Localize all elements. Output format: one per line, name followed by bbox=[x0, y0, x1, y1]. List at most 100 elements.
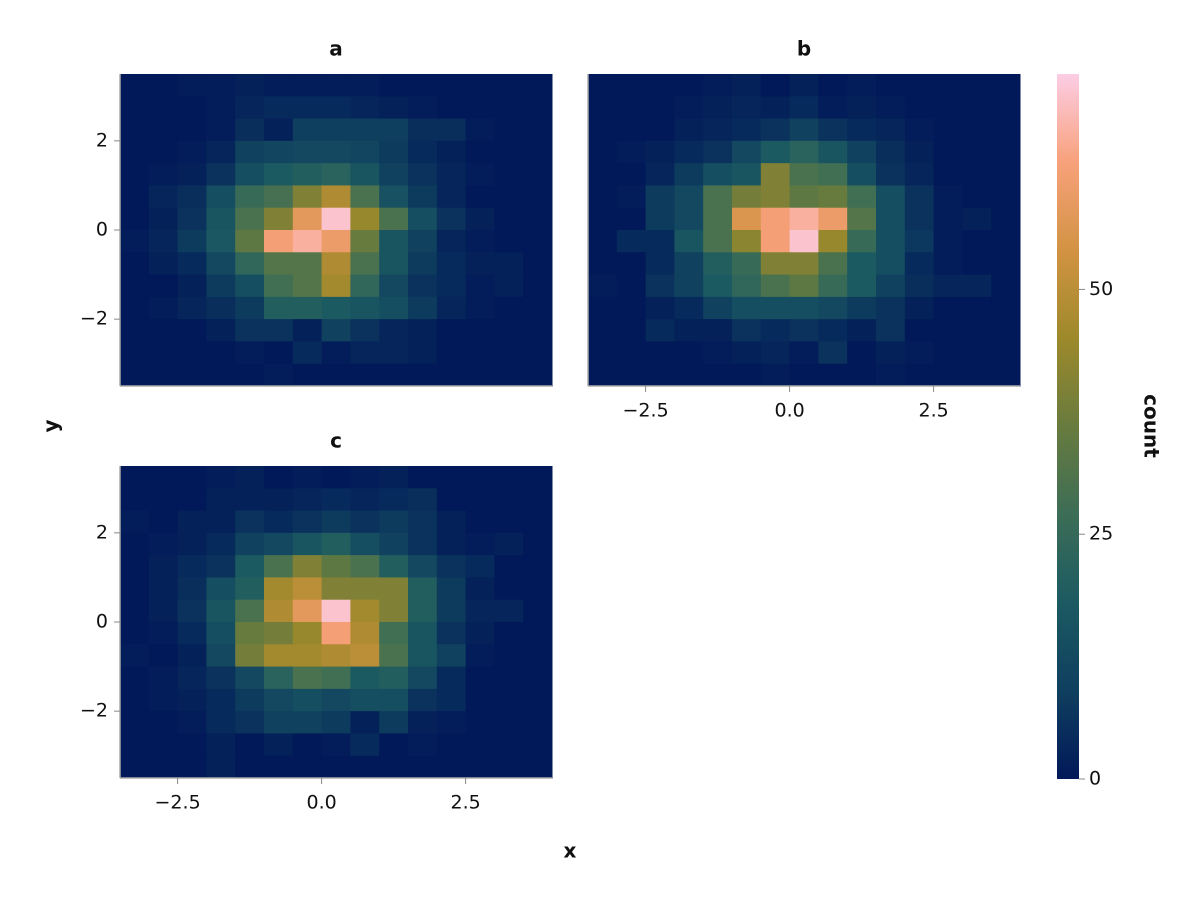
heatmap-cell bbox=[674, 74, 704, 97]
heatmap-cell bbox=[292, 163, 323, 186]
heatmap-cell bbox=[962, 96, 992, 120]
heatmap-cell bbox=[292, 555, 323, 578]
heatmap-cell bbox=[235, 666, 265, 690]
heatmap-cell bbox=[760, 140, 791, 164]
heatmap-cell bbox=[494, 466, 524, 489]
heatmap-cell bbox=[732, 230, 762, 253]
heatmap-cell bbox=[379, 163, 409, 186]
heatmap-cell bbox=[847, 163, 877, 186]
heatmap-cell bbox=[379, 341, 409, 365]
heatmap-cell bbox=[674, 296, 704, 320]
heatmap-cell bbox=[264, 577, 294, 601]
heatmap-cell bbox=[588, 319, 618, 342]
heatmap-cell bbox=[206, 466, 236, 489]
heatmap-cell bbox=[933, 118, 963, 142]
heatmap-cell bbox=[264, 118, 294, 142]
heatmap-cell bbox=[379, 755, 409, 779]
heatmap-cell bbox=[408, 96, 438, 120]
heatmap-cell bbox=[120, 466, 150, 489]
heatmap-cell bbox=[264, 755, 294, 779]
heatmap-cell bbox=[847, 96, 877, 120]
heatmap-cell bbox=[379, 488, 409, 512]
heatmap-cell bbox=[847, 230, 877, 253]
heatmap-cell bbox=[148, 163, 179, 186]
heatmap-cell bbox=[991, 230, 1021, 253]
heatmap-cell bbox=[904, 341, 935, 365]
panel-title: a bbox=[329, 37, 343, 61]
heatmap-cell bbox=[408, 163, 438, 186]
heatmap-cell bbox=[962, 74, 992, 97]
heatmap-cell bbox=[408, 666, 438, 690]
heatmap-cell bbox=[235, 274, 265, 298]
heatmap-cell bbox=[847, 341, 877, 365]
panel-title: c bbox=[330, 429, 342, 453]
heatmap-cell bbox=[436, 319, 467, 342]
heatmap-cell bbox=[703, 96, 733, 120]
heatmap-cell bbox=[350, 140, 380, 164]
heatmap-cell bbox=[148, 296, 179, 320]
heatmap-cell bbox=[818, 319, 848, 342]
heatmap-cell bbox=[321, 510, 351, 534]
heatmap-cell bbox=[674, 341, 704, 365]
heatmap-cell bbox=[523, 555, 553, 578]
heatmap-cell bbox=[292, 185, 323, 209]
heatmap-cell bbox=[177, 577, 207, 601]
heatmap-cell bbox=[962, 185, 992, 209]
heatmap-cell bbox=[789, 363, 819, 387]
heatmap-cell bbox=[818, 96, 848, 120]
heatmap-cell bbox=[465, 296, 495, 320]
heatmap-cell bbox=[436, 296, 467, 320]
heatmap-cell bbox=[436, 363, 467, 387]
heatmap-cell bbox=[760, 319, 791, 342]
heatmap-cell bbox=[494, 644, 524, 668]
heatmap-cell bbox=[588, 140, 618, 164]
heatmap-cell bbox=[408, 363, 438, 387]
heatmap-cell bbox=[789, 319, 819, 342]
heatmap-cell bbox=[789, 140, 819, 164]
heatmap-cell bbox=[991, 296, 1021, 320]
heatmap-cell bbox=[120, 688, 150, 712]
heatmap-cell bbox=[120, 599, 150, 623]
heatmap-cell bbox=[292, 118, 323, 142]
heatmap-cell bbox=[494, 207, 524, 231]
heatmap-cell bbox=[523, 319, 553, 342]
heatmap-cell bbox=[177, 274, 207, 298]
heatmap-cell bbox=[379, 319, 409, 342]
heatmap-cell bbox=[264, 341, 294, 365]
heatmap-cell bbox=[264, 185, 294, 209]
heatmap-cell bbox=[120, 230, 150, 253]
heatmap-cell bbox=[148, 185, 179, 209]
heatmap-cell bbox=[292, 96, 323, 120]
heatmap-cell bbox=[847, 118, 877, 142]
heatmap-cell bbox=[645, 252, 675, 276]
heatmap-cell bbox=[235, 510, 265, 534]
colorbar-tick-label: 50 bbox=[1089, 278, 1113, 300]
heatmap-cell bbox=[264, 363, 294, 387]
heatmap-cell bbox=[206, 363, 236, 387]
heatmap-cell bbox=[292, 644, 323, 668]
heatmap-cell bbox=[120, 140, 150, 164]
heatmap-cell bbox=[674, 163, 704, 186]
heatmap-cell bbox=[933, 363, 963, 387]
heatmap-cell bbox=[760, 252, 791, 276]
heatmap-cell bbox=[645, 96, 675, 120]
heatmap-cell bbox=[674, 363, 704, 387]
heatmap-cell bbox=[494, 319, 524, 342]
heatmap-cell bbox=[350, 363, 380, 387]
heatmap-cell bbox=[789, 252, 819, 276]
heatmap-cell bbox=[379, 510, 409, 534]
heatmap-cell bbox=[206, 74, 236, 97]
heatmap-cell bbox=[206, 488, 236, 512]
heatmap-cell bbox=[177, 163, 207, 186]
heatmap-cell bbox=[379, 230, 409, 253]
heatmap-cell bbox=[436, 185, 467, 209]
heatmap-cell bbox=[321, 96, 351, 120]
heatmap-cell bbox=[991, 274, 1021, 298]
heatmap-cell bbox=[264, 74, 294, 97]
heatmap-cell bbox=[588, 163, 618, 186]
heatmap-cell bbox=[177, 96, 207, 120]
heatmap-cell bbox=[436, 140, 467, 164]
heatmap-cell bbox=[292, 341, 323, 365]
heatmap-cell bbox=[616, 207, 647, 231]
